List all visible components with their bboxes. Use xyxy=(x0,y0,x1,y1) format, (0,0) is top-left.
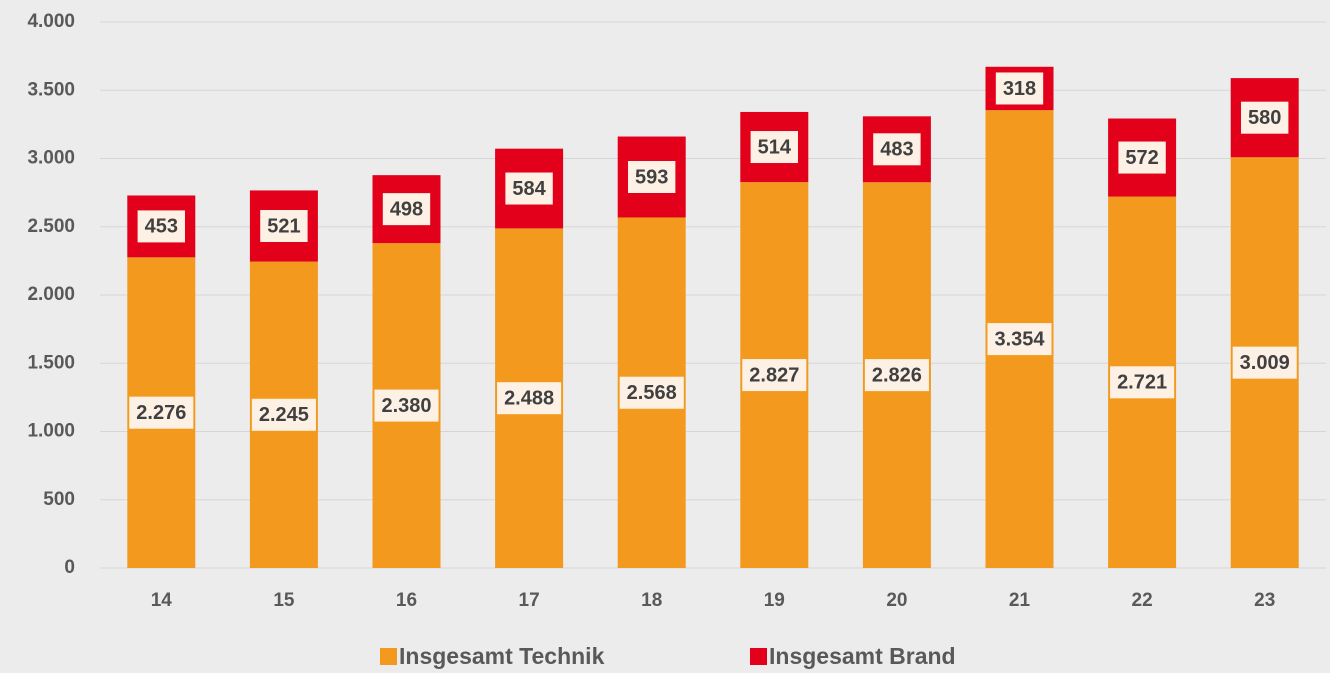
data-label-box xyxy=(742,359,807,392)
data-label: 2.276 xyxy=(136,402,186,424)
data-label-box xyxy=(1110,366,1175,399)
data-label: 580 xyxy=(1248,107,1281,129)
data-label-box xyxy=(873,133,921,166)
data-label: 2.568 xyxy=(627,382,677,404)
data-label-box xyxy=(1232,346,1297,379)
x-tick-label: 22 xyxy=(1132,590,1153,611)
data-label-box xyxy=(260,209,308,242)
data-label: 2.826 xyxy=(872,364,922,386)
x-tick-label: 20 xyxy=(886,590,907,611)
legend-swatch xyxy=(380,648,397,665)
x-tick-label: 18 xyxy=(641,590,662,611)
data-label-box xyxy=(137,210,185,243)
x-tick-label: 15 xyxy=(273,590,295,611)
data-label: 2.380 xyxy=(381,395,431,417)
x-tick-label: 16 xyxy=(396,590,417,611)
data-label: 3.354 xyxy=(994,328,1045,350)
data-label-box xyxy=(505,172,553,205)
y-tick-label: 3.000 xyxy=(27,148,75,169)
y-tick-label: 1.000 xyxy=(27,421,75,442)
x-tick-label: 14 xyxy=(151,590,173,611)
data-label: 2.721 xyxy=(1117,372,1167,394)
legend-swatch xyxy=(750,648,767,665)
data-label: 483 xyxy=(880,139,913,161)
data-label: 318 xyxy=(1003,78,1036,100)
data-label: 593 xyxy=(635,166,668,188)
legend-label: Insgesamt Technik xyxy=(399,643,605,669)
y-tick-label: 4.000 xyxy=(27,11,75,32)
data-label: 2.488 xyxy=(504,387,554,409)
data-label-box xyxy=(750,131,798,164)
x-tick-label: 21 xyxy=(1009,590,1031,611)
y-tick-label: 2.500 xyxy=(27,216,75,237)
y-tick-label: 3.500 xyxy=(27,79,75,100)
legend-label: Insgesamt Brand xyxy=(769,643,956,669)
y-tick-label: 2.000 xyxy=(27,284,75,305)
data-label: 521 xyxy=(267,215,300,237)
data-label: 453 xyxy=(145,216,178,238)
data-label-box xyxy=(619,376,684,409)
y-tick-label: 1.500 xyxy=(27,352,75,373)
data-label-box xyxy=(995,72,1044,105)
data-label: 498 xyxy=(390,198,423,220)
data-label-box xyxy=(987,323,1052,356)
data-label-box xyxy=(374,389,439,422)
data-label-box xyxy=(628,160,676,193)
x-tick-label: 17 xyxy=(519,590,540,611)
y-tick-label: 500 xyxy=(43,489,75,510)
x-tick-label: 23 xyxy=(1254,590,1275,611)
x-tick-label: 19 xyxy=(764,590,785,611)
data-label: 584 xyxy=(512,178,546,200)
data-label-box xyxy=(251,398,316,431)
data-label: 3.009 xyxy=(1240,352,1290,374)
data-label: 572 xyxy=(1125,147,1158,169)
data-label-box xyxy=(1241,101,1289,134)
data-label-box xyxy=(864,359,929,392)
data-label-box xyxy=(497,382,562,415)
data-label-box xyxy=(129,396,194,429)
y-tick-label: 0 xyxy=(64,557,75,578)
data-label: 514 xyxy=(758,136,792,158)
data-label: 2.245 xyxy=(259,404,309,426)
data-label: 2.827 xyxy=(749,364,799,386)
data-label-box xyxy=(1118,141,1166,174)
data-label-box xyxy=(382,193,431,226)
